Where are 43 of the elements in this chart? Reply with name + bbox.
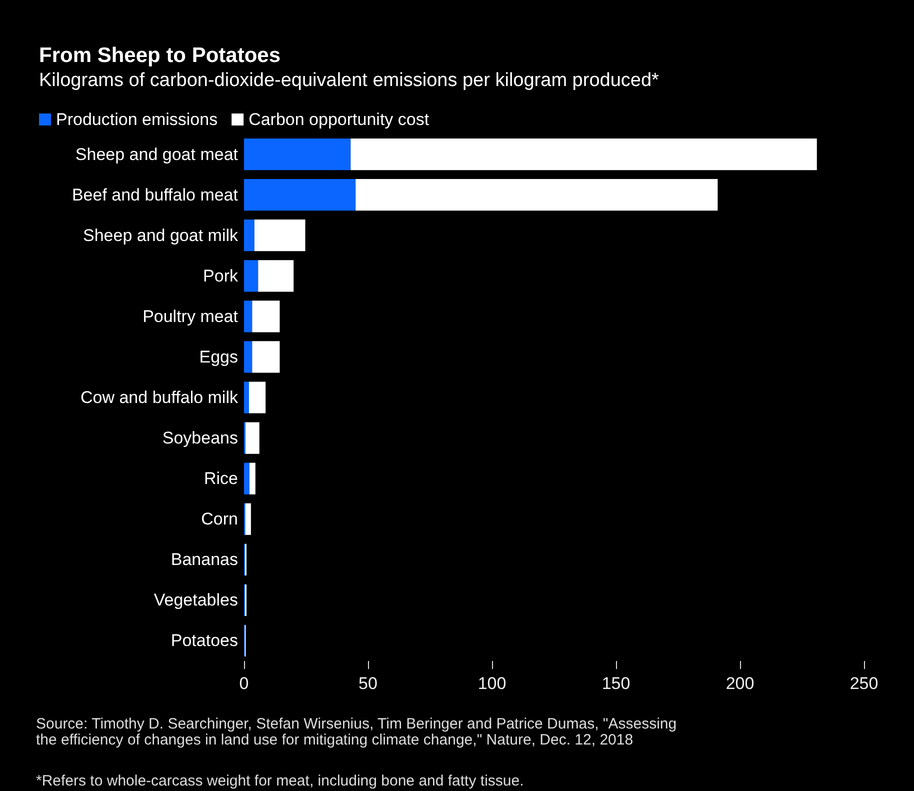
y-tick-label: Potatoes bbox=[170, 631, 238, 650]
bar bbox=[244, 138, 351, 170]
x-tick-label: 200 bbox=[726, 674, 754, 693]
y-tick-label: Cow and buffalo milk bbox=[80, 388, 238, 407]
bar bbox=[244, 382, 249, 414]
y-tick-label: Beef and buffalo meat bbox=[72, 185, 238, 204]
text: *Refers to whole-carcass weight for meat, including bone and fatty tissue. bbox=[36, 772, 524, 790]
x-tick-label: 50 bbox=[358, 674, 378, 693]
bar bbox=[245, 503, 251, 535]
bar bbox=[252, 300, 280, 332]
bar bbox=[244, 300, 252, 332]
bar bbox=[350, 138, 817, 170]
bar bbox=[244, 462, 250, 494]
y-tick-label: Corn bbox=[201, 510, 238, 529]
bar bbox=[245, 422, 260, 454]
y-tick-label: Poultry meat bbox=[142, 306, 238, 326]
bar bbox=[254, 220, 306, 252]
y-tick-label: Sheep and goat meat bbox=[75, 144, 238, 164]
bar bbox=[244, 179, 356, 211]
bar bbox=[252, 341, 280, 373]
legend-label: Production emissions bbox=[56, 110, 218, 129]
y-tick-label: Pork bbox=[203, 266, 238, 286]
bar bbox=[356, 179, 718, 211]
x-tick-label: 150 bbox=[602, 674, 630, 693]
bar bbox=[244, 341, 252, 373]
y-tick-label: Rice bbox=[204, 469, 238, 488]
y-tick-label: Eggs bbox=[199, 347, 238, 366]
bar bbox=[244, 260, 258, 292]
legend-label: Carbon opportunity cost bbox=[248, 110, 430, 129]
bar bbox=[244, 220, 254, 252]
chart-title: From Sheep to Potatoes bbox=[39, 44, 281, 67]
x-tick-label: 0 bbox=[239, 674, 249, 693]
y-tick-label: Vegetables bbox=[154, 590, 238, 610]
bar bbox=[258, 260, 294, 292]
chart-subtitle: Kilograms of carbon-dioxide-equivalent emissions per kilogram produced* bbox=[39, 70, 660, 91]
y-tick-label: Soybeans bbox=[162, 428, 238, 448]
y-tick-label: Bananas bbox=[170, 550, 238, 570]
bar bbox=[249, 462, 256, 494]
x-tick-label: 250 bbox=[850, 674, 878, 693]
x-tick-label: 100 bbox=[478, 674, 506, 693]
source-note: Source: Timothy D. Searchinger, Stefan Wirsenius, Tim Beringer and Patrice Dumas, "Assessing the efficiency of changes in land use for mitigating climate change," Nature, Dec. 12, 2018 bbox=[36, 716, 681, 748]
bar bbox=[248, 382, 266, 414]
y-tick-label: Sheep and goat milk bbox=[83, 226, 238, 245]
